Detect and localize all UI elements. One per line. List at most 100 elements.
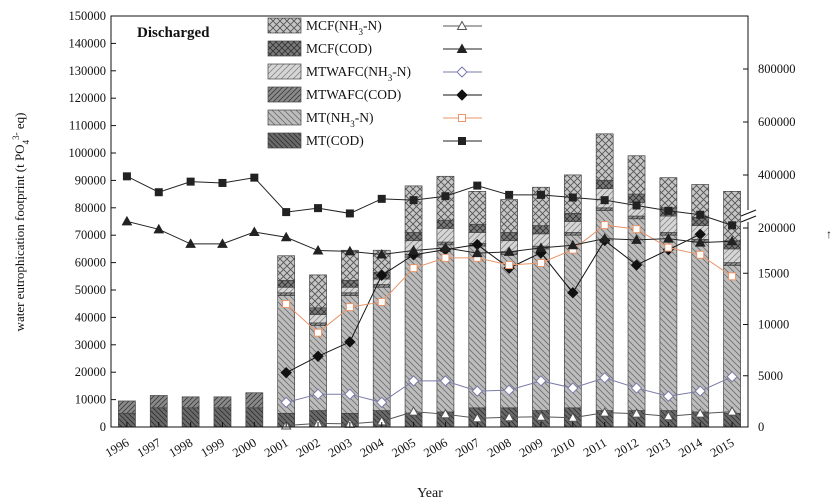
data-point [441,253,450,262]
right-tick-label: 5000 [758,369,783,383]
data-point [456,89,468,101]
y-axis-label-tail: eq) [12,113,27,133]
left-tick-label: 80000 [75,201,106,215]
data-point [664,206,673,215]
data-point [186,177,195,186]
data-point [458,137,466,145]
bar-segment [627,193,646,203]
data-point [282,300,291,308]
x-tick-label: 2010 [549,435,578,460]
data-point [663,410,674,421]
y-axis-label-sub: 4 [21,139,31,144]
bar-segment [659,177,678,209]
data-point [567,239,579,250]
data-point [630,382,643,394]
data-point [598,372,611,384]
bar-segment [404,185,423,233]
data-point [728,272,737,281]
series-line [285,233,701,374]
data-point [458,114,466,122]
left-tick-label: 60000 [75,256,106,270]
right-tick-label: 800000 [758,62,796,76]
left-tick-label: 100000 [69,146,107,160]
data-point [377,297,386,306]
data-point [280,231,292,242]
bar-segment [627,218,646,411]
data-point [280,396,292,409]
bar-segment [468,191,487,225]
right-tick-label: 10000 [758,318,789,332]
bar-segment [563,212,582,222]
bar-segment [277,295,296,414]
data-point [631,234,642,244]
x-tick-label: 2006 [421,435,450,460]
x-tick-label: 1999 [198,435,227,460]
data-point [535,242,547,252]
data-point [726,406,738,416]
left-tick-label: 30000 [75,338,106,352]
left-tick-label: 40000 [75,310,106,324]
x-tick-label: 2000 [230,435,259,460]
data-point [441,192,450,201]
data-point [218,178,227,187]
data-point [314,328,323,337]
left-tick-label: 90000 [75,173,106,187]
bar-segment [659,215,678,233]
data-point [409,264,418,273]
left-tick-label: 10000 [75,393,106,407]
left-tick-label: 70000 [75,228,106,242]
data-point [535,375,547,387]
right-tick-label: 15000 [758,266,789,280]
x-tick-label: 1996 [103,435,132,460]
legend-swatch [267,40,302,57]
data-point [456,20,468,30]
data-point [630,259,643,271]
data-point [344,245,356,256]
data-point [535,411,547,421]
data-point [312,388,324,400]
bar-segment [277,286,296,294]
data-point [536,190,545,199]
data-point [376,248,388,259]
right-tick-label: 400000 [758,168,796,182]
plot-frame [110,15,749,428]
data-point [407,375,420,387]
bar-segment [595,133,614,181]
data-point [664,243,673,252]
data-point [726,371,738,383]
left-tick-label: 120000 [69,91,107,105]
data-point [471,247,483,258]
x-tick-label: 2005 [389,435,418,460]
right-axis-mark: ↑ [826,227,832,241]
data-point [153,223,165,234]
x-tick-label: 2011 [581,435,609,459]
left-tick-label: 150000 [69,9,107,23]
data-point [408,245,419,255]
data-point [312,350,324,362]
data-point [567,412,579,422]
data-point [154,188,163,197]
bar-segment [723,248,741,263]
bar-segment [723,264,741,414]
axis-break-mark [740,209,757,223]
bar-segment [436,244,455,413]
data-point [377,194,386,203]
bar-segment [723,191,741,242]
series-line [126,220,733,256]
data-point [217,238,228,248]
data-point [567,382,579,394]
x-tick-label: 2004 [358,435,387,460]
bar-segment [563,232,582,236]
data-point [471,412,483,423]
bar-segment [563,234,582,409]
bar-segment [341,280,359,288]
data-point [376,269,388,282]
data-point [505,190,514,199]
data-point [250,173,259,182]
data-point [280,366,292,379]
data-point [568,193,577,202]
data-point [632,201,641,210]
bar-segment [149,395,168,409]
data-point [409,196,418,205]
